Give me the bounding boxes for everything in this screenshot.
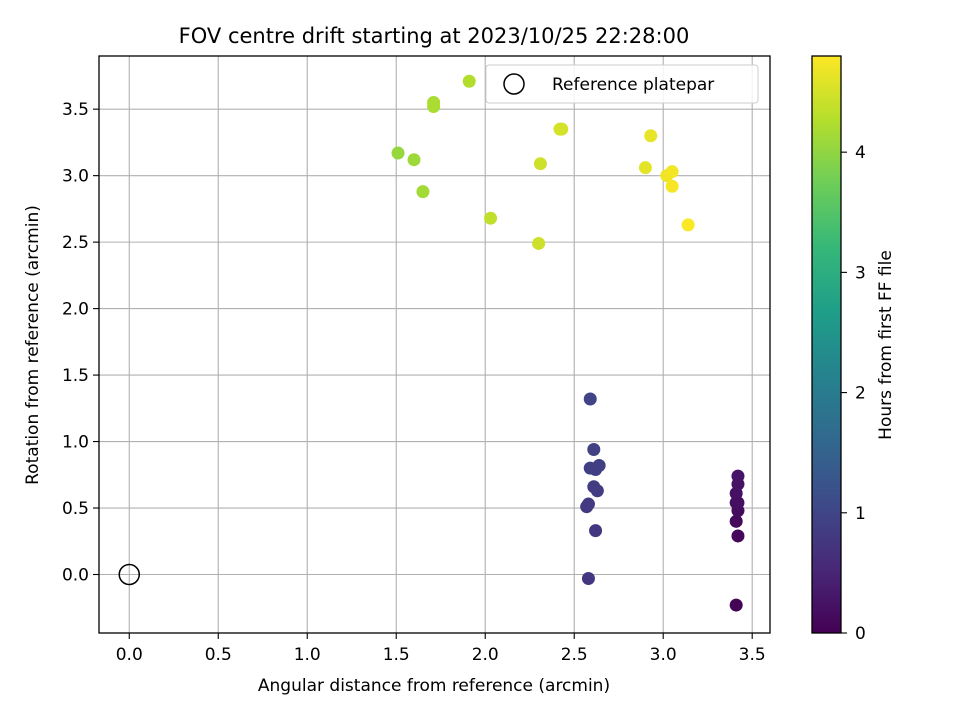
plot-frame (98, 55, 771, 634)
data-point (533, 157, 547, 171)
legend-open-circle-icon (503, 73, 525, 95)
colorbar-ticks: 0 1 2 3 4 (841, 143, 866, 644)
reference-platepar-marker (118, 563, 141, 586)
y-tick-label: 3.5 (62, 100, 89, 120)
data-point (587, 480, 601, 494)
colorbar-tick-label: 2 (855, 384, 866, 404)
data-point (638, 161, 652, 175)
data-point (581, 571, 595, 585)
x-tick-label: 2.0 (472, 645, 499, 665)
colorbar-tick-label: 1 (855, 504, 866, 524)
x-axis-label: Angular distance from reference (arcmin) (258, 676, 610, 696)
x-tick-label: 3.0 (650, 645, 677, 665)
y-tick-label: 1.0 (62, 433, 89, 453)
data-point (484, 211, 498, 225)
x-tick-label: 0.0 (116, 645, 143, 665)
x-tick-label: 3.5 (739, 645, 766, 665)
data-point (407, 153, 421, 167)
data-point (731, 529, 745, 543)
data-point (731, 469, 745, 483)
colorbar-gradient (812, 56, 841, 633)
data-point (427, 96, 441, 110)
colorbar-label: Hours from first FF file (876, 250, 896, 440)
data-point (681, 218, 695, 232)
colorbar-tick-label: 3 (855, 263, 866, 283)
colorbar-tick-label: 4 (855, 143, 866, 163)
y-tick-label: 2.0 (62, 300, 89, 320)
data-point (587, 443, 601, 457)
legend: Reference platepar (485, 64, 759, 104)
colorbar-tick-label: 0 (855, 624, 866, 644)
x-tick-label: 1.0 (294, 645, 321, 665)
x-tick-label: 1.5 (383, 645, 410, 665)
data-point (592, 458, 606, 472)
y-axis: 0.0 0.5 1.0 1.5 2.0 2.5 3.0 3.5 (62, 100, 99, 586)
legend-label: Reference platepar (552, 75, 714, 95)
data-point (729, 514, 743, 528)
scatter-points (391, 74, 745, 612)
y-tick-label: 1.5 (62, 366, 89, 386)
y-tick-label: 2.5 (62, 233, 89, 253)
y-axis-label: Rotation from reference (arcmin) (23, 205, 43, 485)
colorbar-frame (811, 55, 842, 634)
data-point (583, 392, 597, 406)
data-point (729, 598, 743, 612)
legend-box (485, 64, 759, 104)
data-point (665, 179, 679, 193)
reference-marker-layer (118, 563, 141, 586)
colorbar: 0 1 2 3 4 Hours from first FF file (811, 55, 896, 644)
data-point (532, 236, 546, 250)
data-point (589, 524, 603, 538)
data-point (391, 146, 405, 160)
x-axis: 0.0 0.5 1.0 1.5 2.0 2.5 3.0 3.5 (116, 633, 766, 665)
grid (99, 56, 770, 633)
data-point (555, 122, 569, 136)
data-point (644, 129, 658, 143)
x-tick-label: 0.5 (205, 645, 232, 665)
chart-title: FOV centre drift starting at 2023/10/25 … (179, 24, 690, 48)
y-tick-label: 3.0 (62, 167, 89, 187)
x-tick-label: 2.5 (561, 645, 588, 665)
data-point (462, 74, 476, 88)
y-tick-label: 0.0 (62, 566, 89, 586)
data-point (665, 165, 679, 179)
data-point (416, 185, 430, 199)
y-tick-label: 0.5 (62, 499, 89, 519)
data-point (581, 497, 595, 511)
